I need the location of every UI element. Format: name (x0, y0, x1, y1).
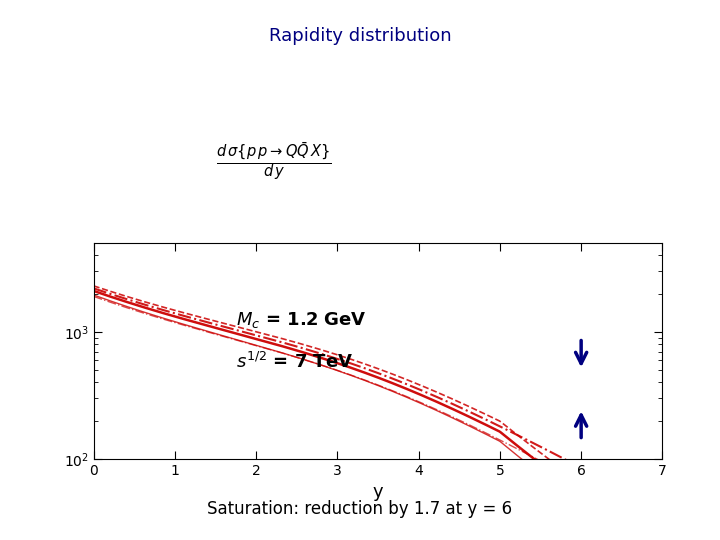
Text: Saturation: reduction by 1.7 at y = 6: Saturation: reduction by 1.7 at y = 6 (207, 501, 513, 518)
Text: $M_c$ = 1.2 GeV: $M_c$ = 1.2 GeV (236, 310, 366, 330)
X-axis label: y: y (373, 483, 383, 502)
Text: $s^{1/2}$ = 7 TeV: $s^{1/2}$ = 7 TeV (236, 352, 353, 372)
Text: Rapidity distribution: Rapidity distribution (269, 27, 451, 45)
Text: $\frac{d\,\sigma\{p\,p \to Q\bar{Q}\,X\}}{d\,y}$: $\frac{d\,\sigma\{p\,p \to Q\bar{Q}\,X\}… (216, 141, 331, 183)
